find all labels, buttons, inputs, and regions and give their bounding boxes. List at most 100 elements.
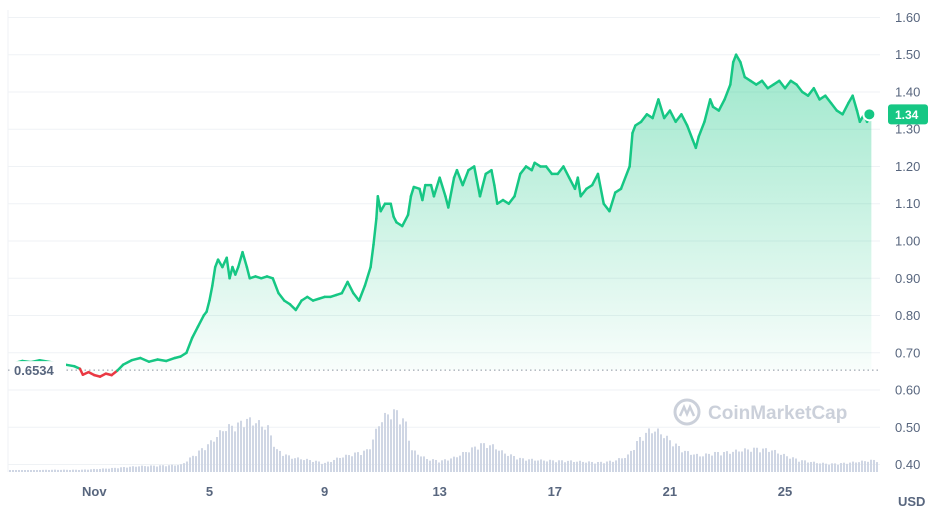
volume-bar <box>210 440 212 472</box>
volume-bar <box>807 462 809 472</box>
volume-bar <box>420 456 422 472</box>
volume-bar <box>798 461 800 472</box>
volume-bar <box>69 470 71 472</box>
volume-bar <box>345 454 347 472</box>
volume-bar <box>582 461 584 472</box>
volume-bar <box>855 462 857 472</box>
price-segment <box>507 195 516 205</box>
volume-bar <box>57 469 59 472</box>
volume-bar <box>21 470 23 472</box>
volume-bar <box>699 456 701 472</box>
price-segment <box>674 113 683 124</box>
volume-bar <box>42 469 44 472</box>
price-segment <box>455 168 464 187</box>
price-segment <box>461 168 470 187</box>
volume-bar <box>630 450 632 472</box>
price-segment <box>196 314 205 328</box>
volume-bar <box>441 460 443 472</box>
price-segment <box>472 165 482 198</box>
volume-bar <box>816 463 818 472</box>
price-segment <box>590 172 600 187</box>
price-segment <box>116 363 125 372</box>
price-segment <box>130 356 142 362</box>
price-segment <box>544 165 554 176</box>
volume-bar <box>639 436 641 472</box>
volume-bar <box>657 428 659 472</box>
price-segment <box>363 265 372 287</box>
volume-bar <box>831 463 833 472</box>
volume-bar <box>711 455 713 472</box>
volume-bar <box>693 454 695 472</box>
volume-bar <box>846 463 848 472</box>
volume-bar <box>246 418 248 472</box>
volume-bar <box>867 461 869 472</box>
price-segment <box>530 161 536 172</box>
volume-bar <box>417 454 419 472</box>
y-tick-label: 0.70 <box>895 345 920 360</box>
volume-bar <box>495 449 497 472</box>
volume-bar <box>99 468 101 472</box>
price-lines <box>12 53 873 378</box>
opening-price-label-bg <box>10 361 66 380</box>
price-segment <box>519 165 528 176</box>
volume-bar <box>849 462 851 472</box>
price-segment <box>680 113 689 127</box>
volume-bar <box>180 464 182 472</box>
volume-bar <box>264 429 266 472</box>
volume-bar <box>744 448 746 472</box>
volume-bar <box>468 452 470 472</box>
volume-bar <box>333 459 335 472</box>
price-segment <box>657 98 666 120</box>
volume-bar <box>267 425 269 472</box>
volume-bar <box>24 470 26 472</box>
price-segment <box>421 183 427 202</box>
volume-bar <box>714 451 716 472</box>
price-segment <box>662 109 672 120</box>
volume-bar <box>510 454 512 472</box>
volume-bar <box>330 462 332 472</box>
price-segment <box>778 79 787 90</box>
price-segment <box>651 98 660 120</box>
volume-bar <box>435 459 437 472</box>
volume-bar <box>792 457 794 472</box>
y-tick-label: 1.00 <box>895 234 920 249</box>
volume-bar <box>252 425 254 472</box>
price-segment <box>346 280 355 295</box>
volume-bar <box>414 450 416 472</box>
volume-bar <box>735 449 737 472</box>
volume-bar <box>228 424 230 472</box>
volume-bar <box>312 461 314 472</box>
volume-bar <box>33 470 35 472</box>
volume-bar <box>165 466 167 472</box>
y-tick-label: 1.30 <box>895 122 920 137</box>
price-segment <box>760 79 770 90</box>
volume-bar <box>90 469 92 472</box>
volume-bar <box>789 458 791 472</box>
volume-bar <box>669 440 671 472</box>
volume-bar <box>411 450 413 472</box>
volume-bar <box>738 451 740 472</box>
y-tick-label: 0.80 <box>895 308 920 323</box>
price-area-fill <box>13 54 872 377</box>
price-segment <box>493 183 499 205</box>
volume-bar <box>729 453 731 472</box>
volume-bar <box>771 450 773 472</box>
volume-bar <box>120 467 122 472</box>
volume-bar <box>633 449 635 472</box>
watermark-logo-icon <box>673 398 701 426</box>
volume-bar <box>369 449 371 472</box>
volume-bar <box>150 465 152 472</box>
volume-bar <box>612 461 614 472</box>
volume-bar <box>105 468 107 472</box>
volume-bar <box>765 448 767 472</box>
volume-bar <box>804 460 806 472</box>
volume-bar <box>327 461 329 472</box>
price-segment <box>156 358 168 363</box>
volume-bar <box>387 414 389 472</box>
watermark-text: CoinMarketCap <box>708 403 847 424</box>
volume-bar <box>96 469 98 472</box>
volume-bar <box>645 432 647 472</box>
volume-bar <box>576 461 578 472</box>
volume-bar <box>126 467 128 472</box>
volume-bar <box>873 459 875 472</box>
